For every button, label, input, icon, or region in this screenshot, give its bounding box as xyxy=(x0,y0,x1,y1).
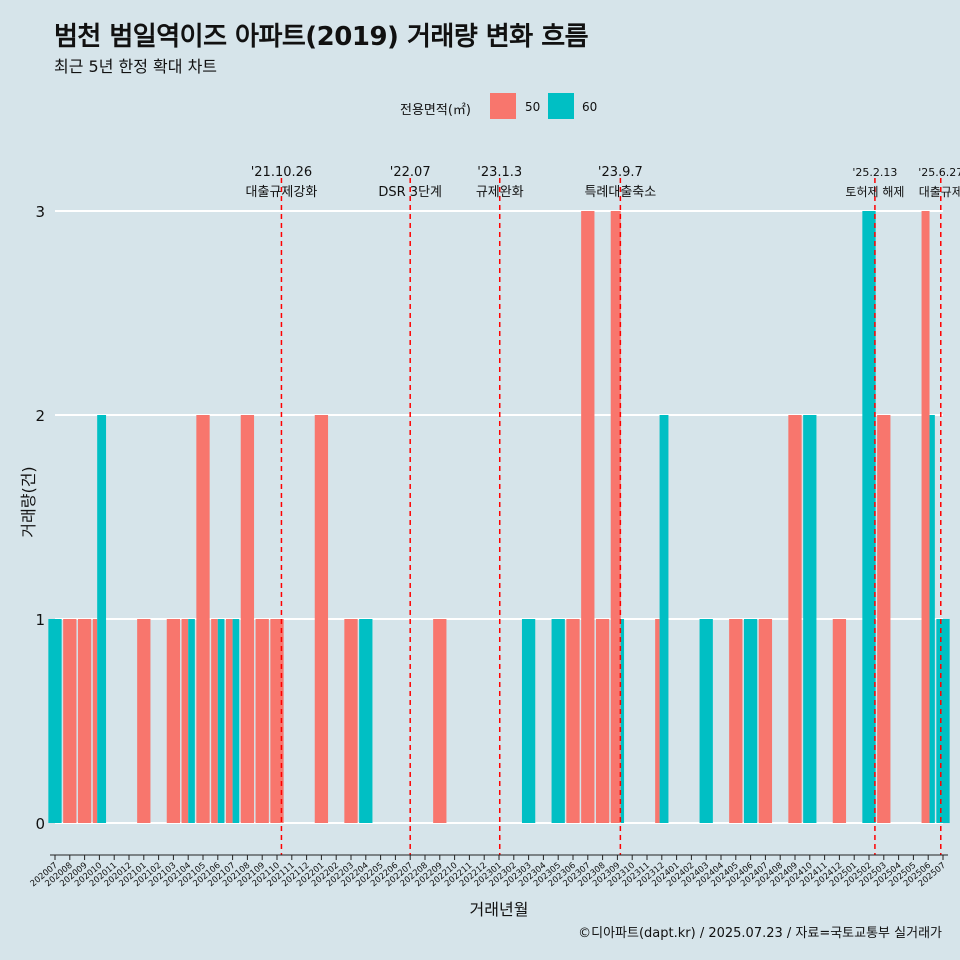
event-date-0: '21.10.26 xyxy=(251,165,312,180)
bar-60-202410 xyxy=(803,415,817,823)
bar-50-202409 xyxy=(788,415,802,823)
bar-50-202110 xyxy=(270,619,284,823)
bar-60-202204 xyxy=(359,619,373,823)
event-date-4: '25.2.13 xyxy=(852,166,897,179)
bar-50-202106 xyxy=(211,619,218,823)
legend-title: 전용면적(㎡) xyxy=(400,103,471,118)
bar-60-202007 xyxy=(48,619,62,823)
event-label-3: 특례대출축소 xyxy=(584,185,656,200)
bar-50-202201 xyxy=(314,415,329,823)
bar-60-202303 xyxy=(521,619,536,823)
event-date-5: '25.6.27 xyxy=(918,166,960,179)
legend-swatch-60 xyxy=(548,93,574,119)
bar-50-202405 xyxy=(729,619,743,823)
bar-60-202305 xyxy=(551,619,565,823)
y-tick-label: 0 xyxy=(35,815,45,833)
event-date-1: '22.07 xyxy=(390,165,431,180)
bar-60-202104 xyxy=(188,619,195,823)
y-tick-label: 1 xyxy=(35,611,45,629)
bar-50-202104 xyxy=(181,619,189,823)
bar-60-202010 xyxy=(97,415,107,823)
bar-50-202503 xyxy=(877,415,891,823)
legend-label-60: 60 xyxy=(582,100,598,114)
bar-50-202209 xyxy=(433,619,447,823)
bar-50-202306 xyxy=(566,619,580,823)
bar-50-202010 xyxy=(92,619,98,823)
event-label-5: 대출규제 xyxy=(919,185,960,199)
legend-label-50: 50 xyxy=(525,100,541,114)
bar-50-202008 xyxy=(63,619,77,823)
bar-60-202106 xyxy=(217,619,225,823)
event-date-3: '23.9.7 xyxy=(598,165,643,180)
bar-50-202105 xyxy=(196,415,210,823)
bar-50-202308 xyxy=(595,619,610,823)
bar-50-202407 xyxy=(758,619,773,823)
bar-50-202203 xyxy=(344,619,358,823)
y-axis-title: 거래량(건) xyxy=(19,466,38,537)
bar-60-202309 xyxy=(620,619,625,823)
bar-50-202309 xyxy=(610,211,621,823)
chart-subtitle: 최근 5년 한정 확대 차트 xyxy=(54,57,218,76)
bar-60-202107 xyxy=(232,619,240,823)
bar-50-202108 xyxy=(240,415,255,823)
event-label-1: DSR 3단계 xyxy=(378,185,442,200)
bar-60-202506 xyxy=(929,415,935,823)
legend-swatch-50 xyxy=(490,93,516,119)
bar-50-202412 xyxy=(832,619,847,823)
bar-60-202507 xyxy=(936,619,950,823)
event-date-2: '23.1.3 xyxy=(477,165,522,180)
source-caption: ©디아파트(dapt.kr) / 2025.07.23 / 자료=국토교통부 실… xyxy=(578,926,942,941)
bar-50-202307 xyxy=(581,211,595,823)
bar-50-202103 xyxy=(166,619,181,823)
bar-60-202406 xyxy=(743,619,758,823)
legend: 전용면적(㎡) 50 60 xyxy=(0,93,960,121)
x-axis-title: 거래년월 xyxy=(470,900,529,919)
bar-60-202403 xyxy=(699,619,713,823)
bar-50-202101 xyxy=(137,619,151,823)
event-label-4: 토허제 해제 xyxy=(845,185,904,199)
bar-50-202107 xyxy=(225,619,233,823)
bar-50-202506 xyxy=(921,211,930,823)
bar-50-202009 xyxy=(77,619,92,823)
bar-50-202109 xyxy=(255,619,269,823)
bar-60-202312 xyxy=(659,415,669,823)
bar-50-202312 xyxy=(655,619,660,823)
event-label-2: 규제완화 xyxy=(476,185,524,200)
bar-60-202502 xyxy=(862,211,876,823)
event-label-0: 대출규제강화 xyxy=(246,185,318,200)
y-tick-label: 2 xyxy=(35,407,45,425)
y-tick-label: 3 xyxy=(35,203,45,221)
chart-title: 범천 범일역이즈 아파트(2019) 거래량 변화 흐름 xyxy=(54,22,589,52)
